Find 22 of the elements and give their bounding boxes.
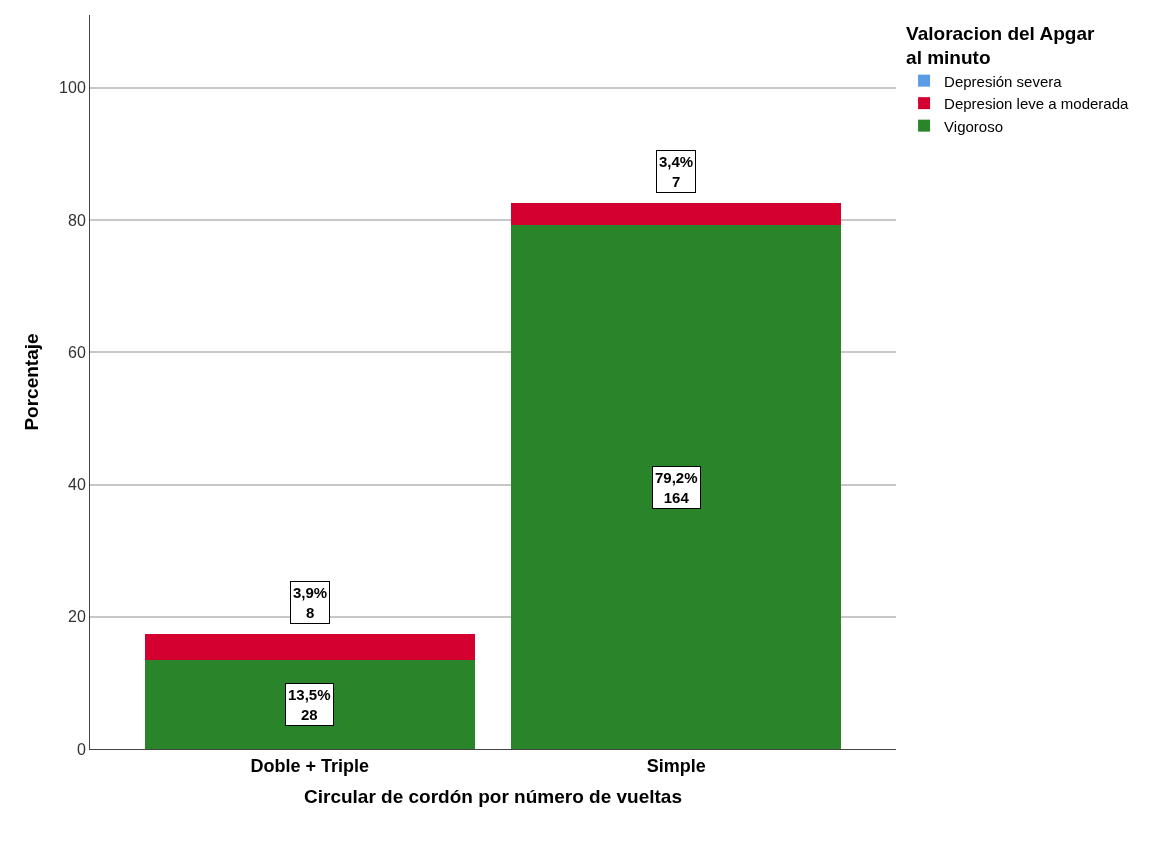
bar: [511, 225, 842, 749]
bar: [144, 633, 475, 660]
data-label: 3,9% 8: [293, 584, 328, 621]
y-tick-label: 0: [76, 740, 86, 758]
legend-title: Valoracion del Apgar al minuto: [906, 22, 1095, 69]
y-tick-label: 100: [59, 79, 86, 97]
bar: [144, 659, 475, 749]
y-tick-label: 80: [68, 211, 86, 229]
x-axis-title: Circular de cordón por número de vueltas: [304, 786, 682, 808]
y-tick-label: 60: [68, 343, 86, 361]
data-label: 79,2% 164: [655, 469, 698, 506]
data-label: 3,4% 7: [659, 153, 694, 190]
bar: [511, 202, 842, 226]
y-tick-label: 20: [68, 608, 86, 626]
x-tick-label: Doble + Triple: [250, 755, 370, 776]
y-axis-title: Porcentaje: [20, 333, 42, 431]
legend-label: Vigoroso: [944, 117, 1003, 135]
y-tick-label: 40: [68, 476, 86, 494]
x-tick-label: Simple: [646, 755, 706, 776]
data-label: 13,5% 28: [288, 686, 331, 723]
legend-label: Depresion leve a moderada: [944, 95, 1129, 112]
legend-label: Depresión severa: [944, 72, 1063, 90]
